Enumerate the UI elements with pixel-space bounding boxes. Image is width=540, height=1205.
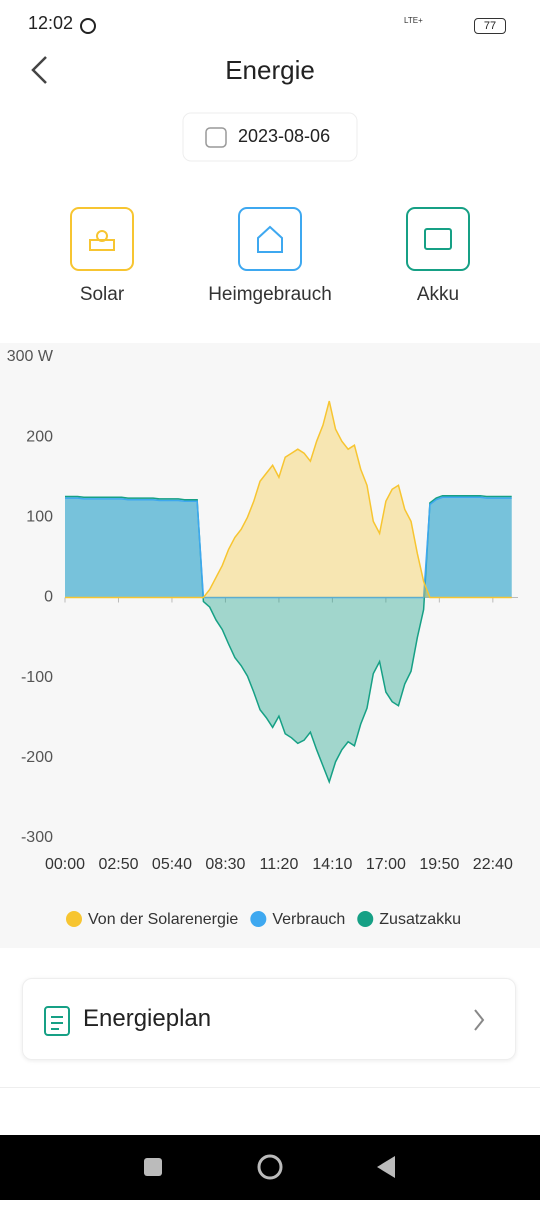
- card-label[interactable]: Energieplan: [83, 1005, 212, 1032]
- legend-label: Von der Solarenergie: [88, 911, 238, 928]
- y-tick-label: 100: [26, 509, 53, 526]
- x-tick-label: 22:40: [473, 856, 513, 873]
- tab-label[interactable]: Heimgebrauch: [208, 284, 332, 305]
- series-line: [65, 494, 512, 785]
- x-tick-label: 00:00: [45, 856, 85, 873]
- plan-icon: [44, 1006, 70, 1036]
- nav-buttons: [144, 1154, 395, 1180]
- status-network: LTE+: [404, 16, 423, 25]
- legend-label: Verbrauch: [272, 911, 345, 928]
- area-fill: [65, 401, 512, 598]
- y-tick-label: 300 W: [7, 348, 54, 365]
- status-battery: 77: [474, 18, 506, 34]
- legend-swatch: [250, 911, 267, 927]
- y-tick-label: -200: [21, 749, 53, 766]
- battery-tab[interactable]: [406, 207, 470, 271]
- x-tick-label: 05:40: [152, 856, 192, 873]
- solar-icon: [89, 239, 115, 251]
- y-tick-label: 0: [44, 589, 53, 606]
- battery-icon: [424, 228, 452, 250]
- legend-label: Zusatzakku: [379, 911, 461, 928]
- tab-label[interactable]: Solar: [79, 284, 125, 305]
- x-tick-label: 14:10: [312, 856, 352, 873]
- nav-bar: [0, 1135, 540, 1200]
- home-tab[interactable]: [238, 207, 302, 271]
- x-tick-label: 08:30: [205, 856, 245, 873]
- series-line: [65, 400, 512, 599]
- chart: 300 W 200 100 0 -100 -200 -300 00:00 02:50 05:40 0…: [0, 343, 540, 948]
- status-time: 12:02: [28, 13, 74, 33]
- chevron: [474, 1009, 485, 1031]
- back-button[interactable]: [31, 56, 47, 84]
- area-fill: [65, 497, 512, 598]
- y-tick-label: -300: [21, 829, 53, 846]
- y-tick-label: -100: [21, 669, 53, 686]
- page-title: Energie: [225, 55, 315, 85]
- series-line: [65, 496, 512, 599]
- date-label[interactable]: 2023-08-06: [238, 126, 331, 146]
- x-tick-label: 11:20: [259, 856, 298, 873]
- nav-back[interactable]: [377, 1156, 395, 1178]
- divider: [0, 1087, 540, 1088]
- x-tick-label: 02:50: [98, 856, 138, 873]
- tab-label[interactable]: Akku: [416, 284, 460, 305]
- x-tick-label: 17:00: [366, 856, 406, 873]
- alarm-icon: [80, 18, 96, 34]
- energy-plan-card[interactable]: Energieplan: [22, 978, 516, 1060]
- nav-recent[interactable]: [144, 1158, 162, 1176]
- header-graphics: [31, 18, 470, 271]
- y-tick-label: 200: [26, 428, 53, 445]
- legend-swatch: [357, 911, 374, 927]
- legend-swatch: [66, 911, 82, 927]
- calendar-icon: [205, 127, 227, 148]
- nav-home[interactable]: [257, 1154, 283, 1180]
- date-pill[interactable]: [182, 112, 358, 162]
- x-tick-label: 19:50: [419, 856, 459, 873]
- home-icon: [257, 225, 283, 253]
- area-fill: [65, 495, 512, 782]
